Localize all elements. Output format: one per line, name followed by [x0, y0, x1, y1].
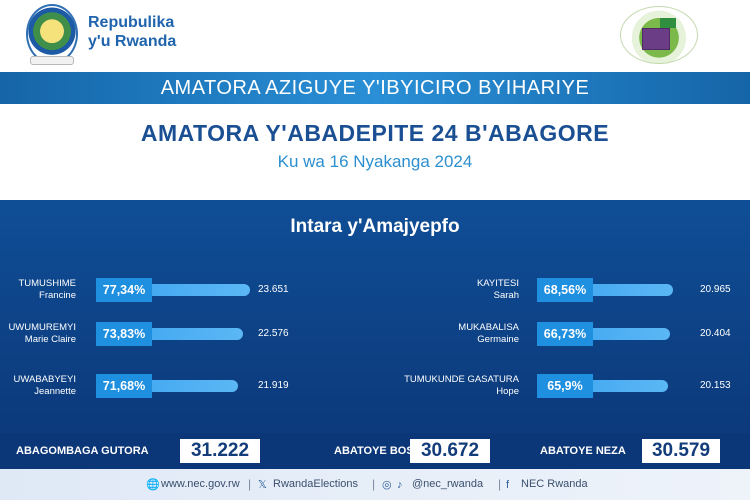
percentage-badge: 66,73%: [537, 322, 593, 346]
title-area: AMATORA Y'ABADEPITE 24 B'ABAGORE Ku wa 1…: [0, 104, 750, 200]
percentage-badge: 68,56%: [537, 278, 593, 302]
facebook-handle: NEC Rwanda: [521, 478, 588, 490]
footer-separator: |: [372, 477, 376, 491]
registered-voters-label: ABAGOMBAGA GUTORA: [16, 445, 149, 457]
website-link[interactable]: 🌐www.nec.gov.rw: [146, 478, 240, 491]
ballot-paper-icon: [660, 18, 676, 28]
vote-count: 23.651: [258, 284, 289, 295]
candidate-name: UWABABYEYI Jeannette: [13, 374, 76, 397]
website-text: www.nec.gov.rw: [161, 478, 240, 490]
facebook-icon: f: [506, 479, 510, 491]
ballot-box-icon: [642, 28, 670, 50]
tiktok-icon: ♪: [397, 479, 403, 491]
total-voted-value: 30.672: [410, 439, 490, 463]
candidate-name: KAYITESI Sarah: [476, 278, 519, 301]
valid-votes-label: ABATOYE NEZA: [540, 445, 626, 457]
page-date: Ku wa 16 Nyakanga 2024: [277, 152, 473, 171]
footer-separator: |: [248, 477, 252, 491]
valid-votes-value: 30.579: [642, 439, 720, 463]
footer-separator: |: [498, 477, 502, 491]
region-title: Intara y'Amajyepfo: [290, 216, 460, 237]
candidate-row: MUKABALISA Germaine 66,73% 20.404: [375, 322, 750, 348]
brand-line-1: Repubulika: [88, 14, 175, 31]
vote-count: 20.404: [700, 328, 731, 339]
candidate-name: MUKABALISA Germaine: [458, 322, 519, 345]
candidate-row: TUMUKUNDE GASATURA Hope 65,9% 20.153: [375, 374, 750, 400]
facebook-link[interactable]: f NEC Rwanda: [506, 478, 588, 491]
stats-strip: ABAGOMBAGA GUTORA 31.222 ABATOYE BOSE 30…: [0, 433, 750, 469]
header: Repubulika y'u Rwanda: [0, 0, 750, 72]
percentage-badge: 77,34%: [96, 278, 152, 302]
brand-name: Repubulika y'u Rwanda: [88, 13, 176, 51]
x-link[interactable]: 𝕏 RwandaElections: [258, 478, 358, 491]
percentage-badge: 65,9%: [537, 374, 593, 398]
candidate-name: TUMUSHIME Francine: [18, 278, 76, 301]
social-handle: @nec_rwanda: [412, 478, 484, 490]
social-link[interactable]: ◎ ♪ @nec_rwanda: [382, 478, 483, 491]
instagram-icon: ◎: [382, 479, 392, 491]
coat-of-arms-ribbon: [30, 56, 74, 65]
x-icon: 𝕏: [258, 479, 267, 491]
vote-count: 22.576: [258, 328, 289, 339]
total-voted-label: ABATOYE BOSE: [334, 445, 421, 457]
banner-heading: AMATORA AZIGUYE Y'IBYICIRO BYIHARIYE: [0, 72, 750, 104]
results-panel: Intara y'Amajyepfo TUMUSHIME Francine 77…: [0, 200, 750, 478]
candidate-row: TUMUSHIME Francine 77,34% 23.651: [0, 278, 375, 304]
x-handle: RwandaElections: [273, 478, 358, 490]
footer: 🌐www.nec.gov.rw | 𝕏 RwandaElections | ◎ ♪ @…: [0, 469, 750, 500]
percentage-badge: 71,68%: [96, 374, 152, 398]
vote-count: 20.965: [700, 284, 731, 295]
vote-count: 21.919: [258, 380, 289, 391]
candidate-name: UWUMUREMYI Marie Claire: [8, 322, 76, 345]
candidate-row: UWABABYEYI Jeannette 71,68% 21.919: [0, 374, 375, 400]
candidate-row: KAYITESI Sarah 68,56% 20.965: [375, 278, 750, 304]
candidate-name: TUMUKUNDE GASATURA Hope: [404, 374, 519, 397]
vote-count: 20.153: [700, 380, 731, 391]
brand-line-2: y'u Rwanda: [88, 33, 177, 50]
registered-voters-value: 31.222: [180, 439, 260, 463]
coat-of-arms-logo: [26, 4, 78, 64]
candidate-row: UWUMUREMYI Marie Claire 73,83% 22.576: [0, 322, 375, 348]
globe-icon: 🌐: [146, 479, 160, 491]
percentage-badge: 73,83%: [96, 322, 152, 346]
page-title: AMATORA Y'ABADEPITE 24 B'ABAGORE: [140, 120, 610, 146]
